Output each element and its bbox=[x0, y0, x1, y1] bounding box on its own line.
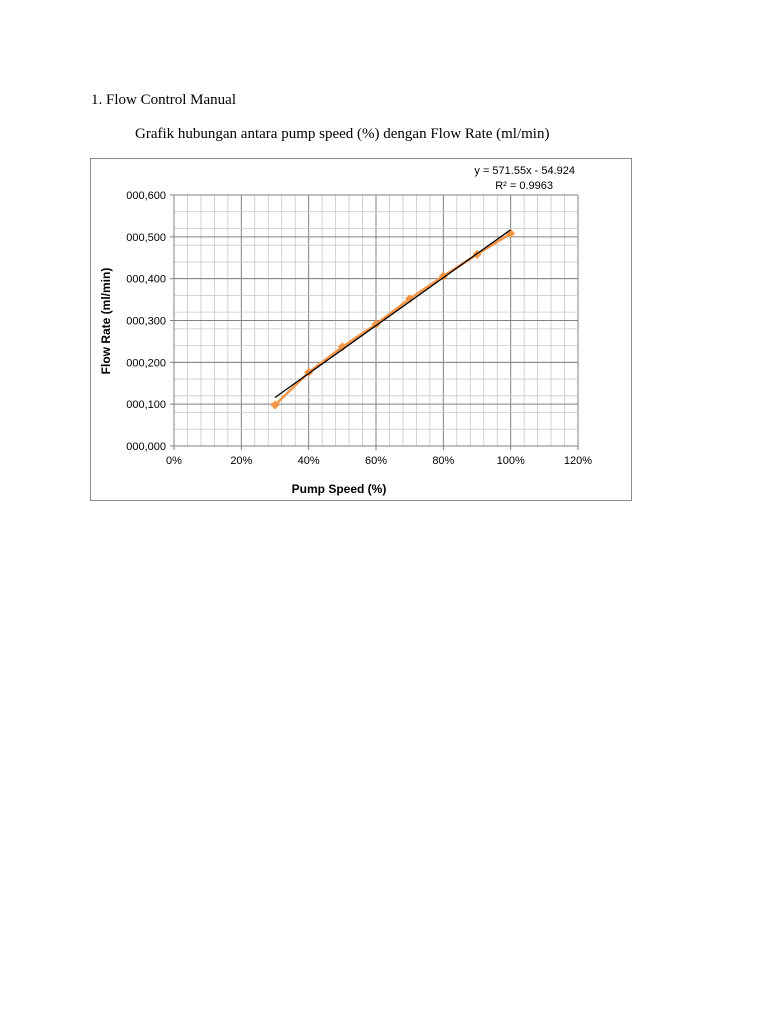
data-point bbox=[371, 319, 381, 329]
y-tick-label: 000,400 bbox=[126, 274, 166, 286]
y-tick-label: 000,500 bbox=[126, 232, 166, 244]
series bbox=[270, 228, 516, 410]
data-point bbox=[405, 294, 415, 304]
x-axis-title: Pump Speed (%) bbox=[292, 482, 387, 496]
x-tick-label: 120% bbox=[564, 455, 592, 467]
x-tick-label: 40% bbox=[298, 455, 320, 467]
trendline-r-squared: R² = 0.9963 bbox=[495, 180, 553, 192]
x-tick-label: 60% bbox=[365, 455, 387, 467]
y-tick-label: 000,100 bbox=[126, 399, 166, 411]
y-axis-title: Flow Rate (ml/min) bbox=[99, 268, 113, 375]
data-point bbox=[337, 342, 347, 352]
trendline-equation: y = 571.55x - 54.924 bbox=[474, 165, 575, 177]
section-heading: 1. Flow Control Manual bbox=[91, 92, 236, 108]
tick-labels: 0% 20% 40% 60% 80% 100% 120% 000,000 000,100 000,… bbox=[126, 190, 592, 467]
data-point bbox=[270, 400, 280, 410]
chart-frame: 0% 20% 40% 60% 80% 100% 120% 000,000 000,100 000,… bbox=[90, 158, 632, 501]
x-tick-label: 20% bbox=[230, 455, 252, 467]
y-tick-label: 000,300 bbox=[126, 316, 166, 328]
trendline bbox=[274, 229, 512, 399]
y-tick-label: 000,200 bbox=[126, 357, 166, 369]
chart-caption: Grafik hubungan antara pump speed (%) de… bbox=[135, 126, 550, 142]
y-tick-label: 000,600 bbox=[126, 190, 166, 202]
x-tick-label: 0% bbox=[166, 455, 182, 467]
data-point bbox=[438, 271, 448, 281]
x-tick-label: 80% bbox=[432, 455, 454, 467]
y-tick-label: 000,000 bbox=[126, 441, 166, 453]
scatter-chart: 0% 20% 40% 60% 80% 100% 120% 000,000 000,100 000,… bbox=[99, 165, 592, 496]
x-tick-label: 100% bbox=[497, 455, 525, 467]
axes bbox=[170, 194, 579, 450]
